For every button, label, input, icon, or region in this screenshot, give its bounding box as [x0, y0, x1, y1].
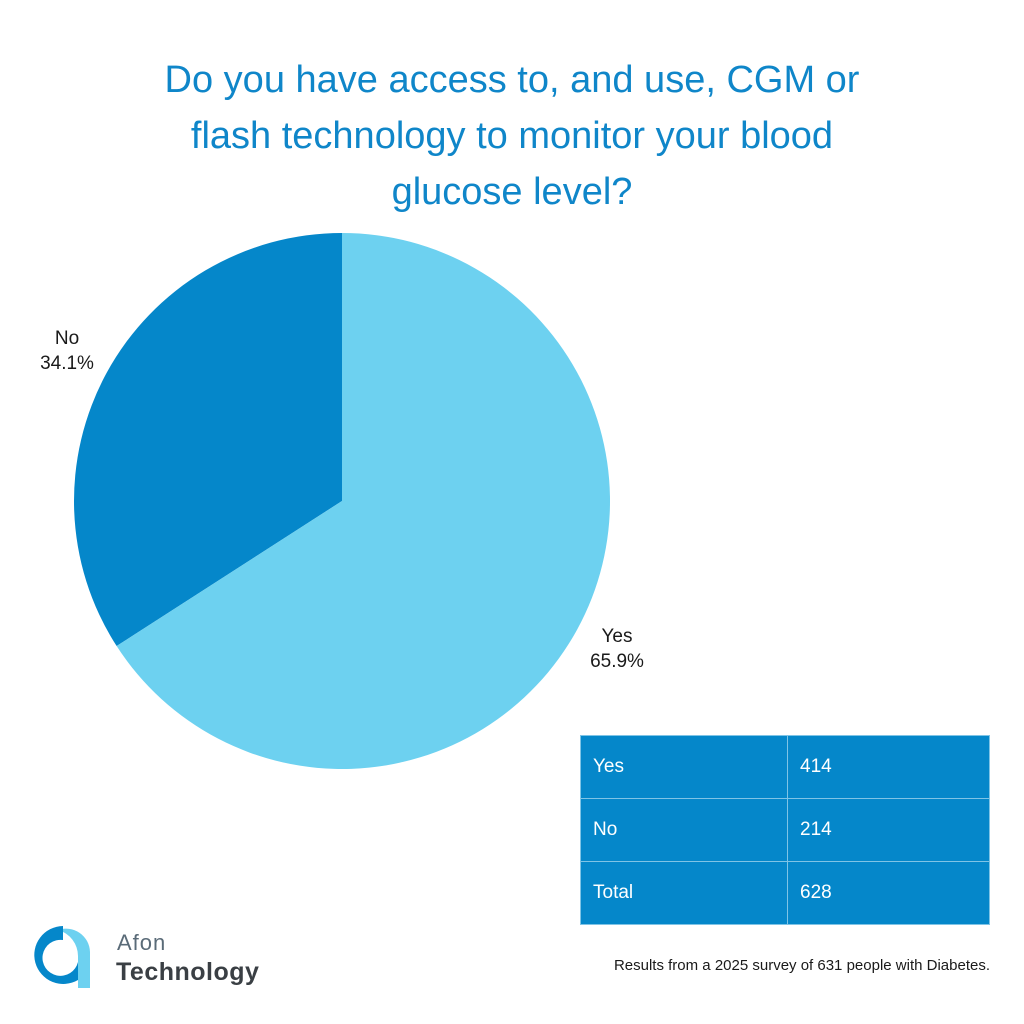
slice-label-no: No 34.1%	[38, 326, 96, 376]
pie-slice-no	[74, 233, 342, 647]
title-line-3: glucose level?	[391, 171, 633, 213]
table-cell-count: 628	[787, 861, 990, 925]
chart-title: Do you have access to, and use, CGM or f…	[60, 52, 964, 220]
logo-arc-light	[58, 928, 90, 988]
afon-logo-icon	[34, 926, 90, 988]
table-row: Total 628	[580, 861, 990, 925]
logo-arc-dark	[34, 926, 78, 984]
slice-label-yes-name: Yes	[601, 626, 633, 647]
table-row: Yes 414	[580, 735, 990, 799]
results-table: Yes 414 No 214 Total 628	[580, 735, 990, 925]
table-cell-label: Total	[580, 861, 788, 925]
table-cell-count: 214	[787, 798, 990, 862]
slice-label-no-name: No	[54, 328, 80, 349]
table-cell-count: 414	[787, 735, 990, 799]
table-cell-label: Yes	[580, 735, 788, 799]
table-cell-label: No	[580, 798, 788, 862]
title-line-2: flash technology to monitor your blood	[190, 115, 834, 157]
survey-footnote: Results from a 2025 survey of 631 people…	[613, 957, 990, 974]
slice-label-yes: Yes 65.9%	[582, 624, 652, 674]
title-line-1: Do you have access to, and use, CGM or	[164, 59, 860, 101]
slice-label-no-percent: 34.1%	[40, 353, 94, 374]
logo-text-technology: Technology	[116, 958, 260, 986]
pie-slice-yes	[116, 232, 611, 769]
logo-text-afon: Afon	[117, 930, 167, 955]
table-row: No 214	[580, 798, 990, 862]
slice-label-yes-percent: 65.9%	[590, 651, 644, 672]
